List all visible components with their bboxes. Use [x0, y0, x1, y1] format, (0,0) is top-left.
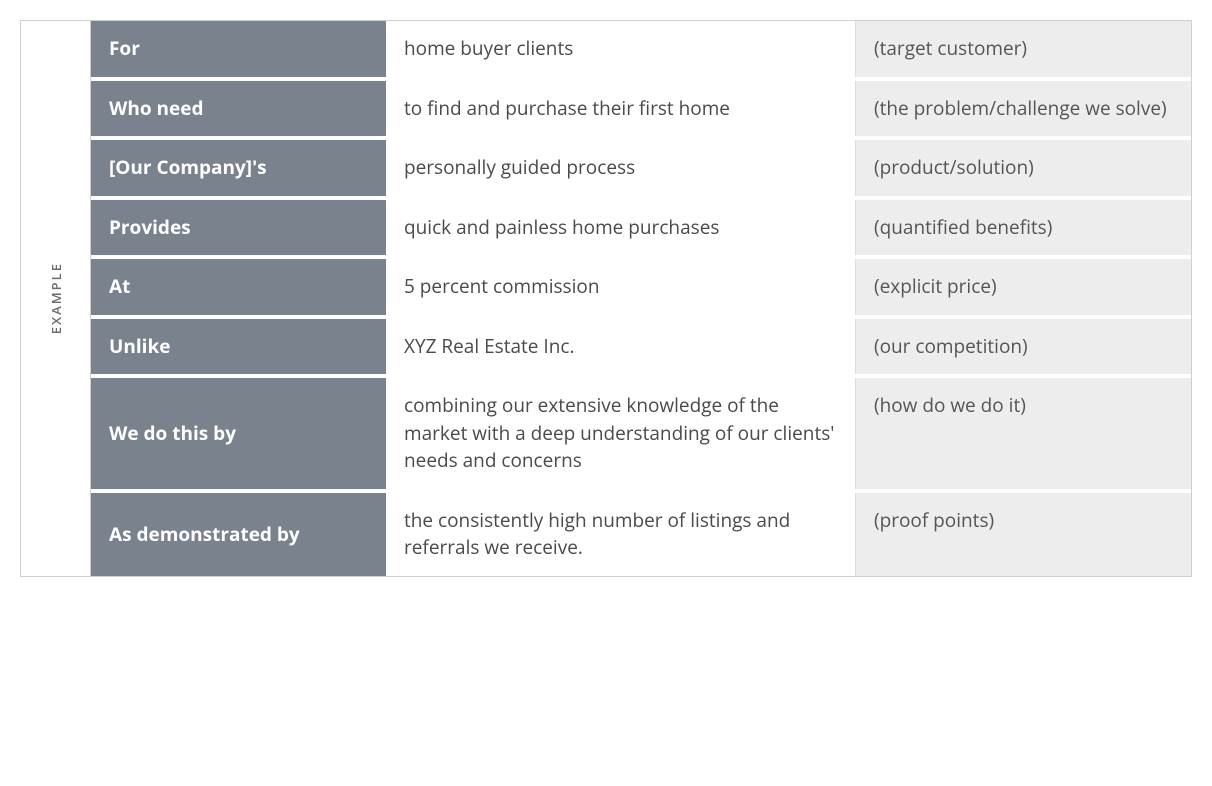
rows-container: For home buyer clients (target customer)… — [91, 21, 1191, 576]
row-label: Who need — [91, 81, 386, 137]
row-label: Unlike — [91, 319, 386, 375]
row-hint: (proof points) — [856, 493, 1191, 576]
table-row: At 5 percent commission (explicit price) — [91, 259, 1191, 319]
row-hint: (target customer) — [856, 21, 1191, 77]
row-body: 5 percent commission — [386, 259, 856, 315]
row-label: [Our Company]'s — [91, 140, 386, 196]
table-row: Who need to find and purchase their firs… — [91, 81, 1191, 141]
row-label: For — [91, 21, 386, 77]
table-row: [Our Company]'s personally guided proces… — [91, 140, 1191, 200]
sidebar: EXAMPLE — [21, 21, 91, 576]
row-body: combining our extensive knowledge of the… — [386, 378, 856, 489]
row-label: At — [91, 259, 386, 315]
row-hint: (explicit price) — [856, 259, 1191, 315]
row-body: to find and purchase their first home — [386, 81, 856, 137]
row-label: As demonstrated by — [91, 493, 386, 576]
row-body: home buyer clients — [386, 21, 856, 77]
table-row: As demonstrated by the consistently high… — [91, 493, 1191, 576]
table-row: We do this by combining our extensive kn… — [91, 378, 1191, 493]
row-body: quick and painless home purchases — [386, 200, 856, 256]
row-label: Provides — [91, 200, 386, 256]
row-hint: (how do we do it) — [856, 378, 1191, 489]
table-row: For home buyer clients (target customer) — [91, 21, 1191, 81]
table-row: Unlike XYZ Real Estate Inc. (our competi… — [91, 319, 1191, 379]
row-hint: (our competition) — [856, 319, 1191, 375]
row-body: XYZ Real Estate Inc. — [386, 319, 856, 375]
table-row: Provides quick and painless home purchas… — [91, 200, 1191, 260]
row-body: personally guided process — [386, 140, 856, 196]
row-body: the consistently high number of listings… — [386, 493, 856, 576]
row-hint: (product/solution) — [856, 140, 1191, 196]
row-label: We do this by — [91, 378, 386, 489]
sidebar-label: EXAMPLE — [47, 262, 65, 334]
example-table: EXAMPLE For home buyer clients (target c… — [20, 20, 1192, 577]
row-hint: (quantified benefits) — [856, 200, 1191, 256]
row-hint: (the problem/challenge we solve) — [856, 81, 1191, 137]
